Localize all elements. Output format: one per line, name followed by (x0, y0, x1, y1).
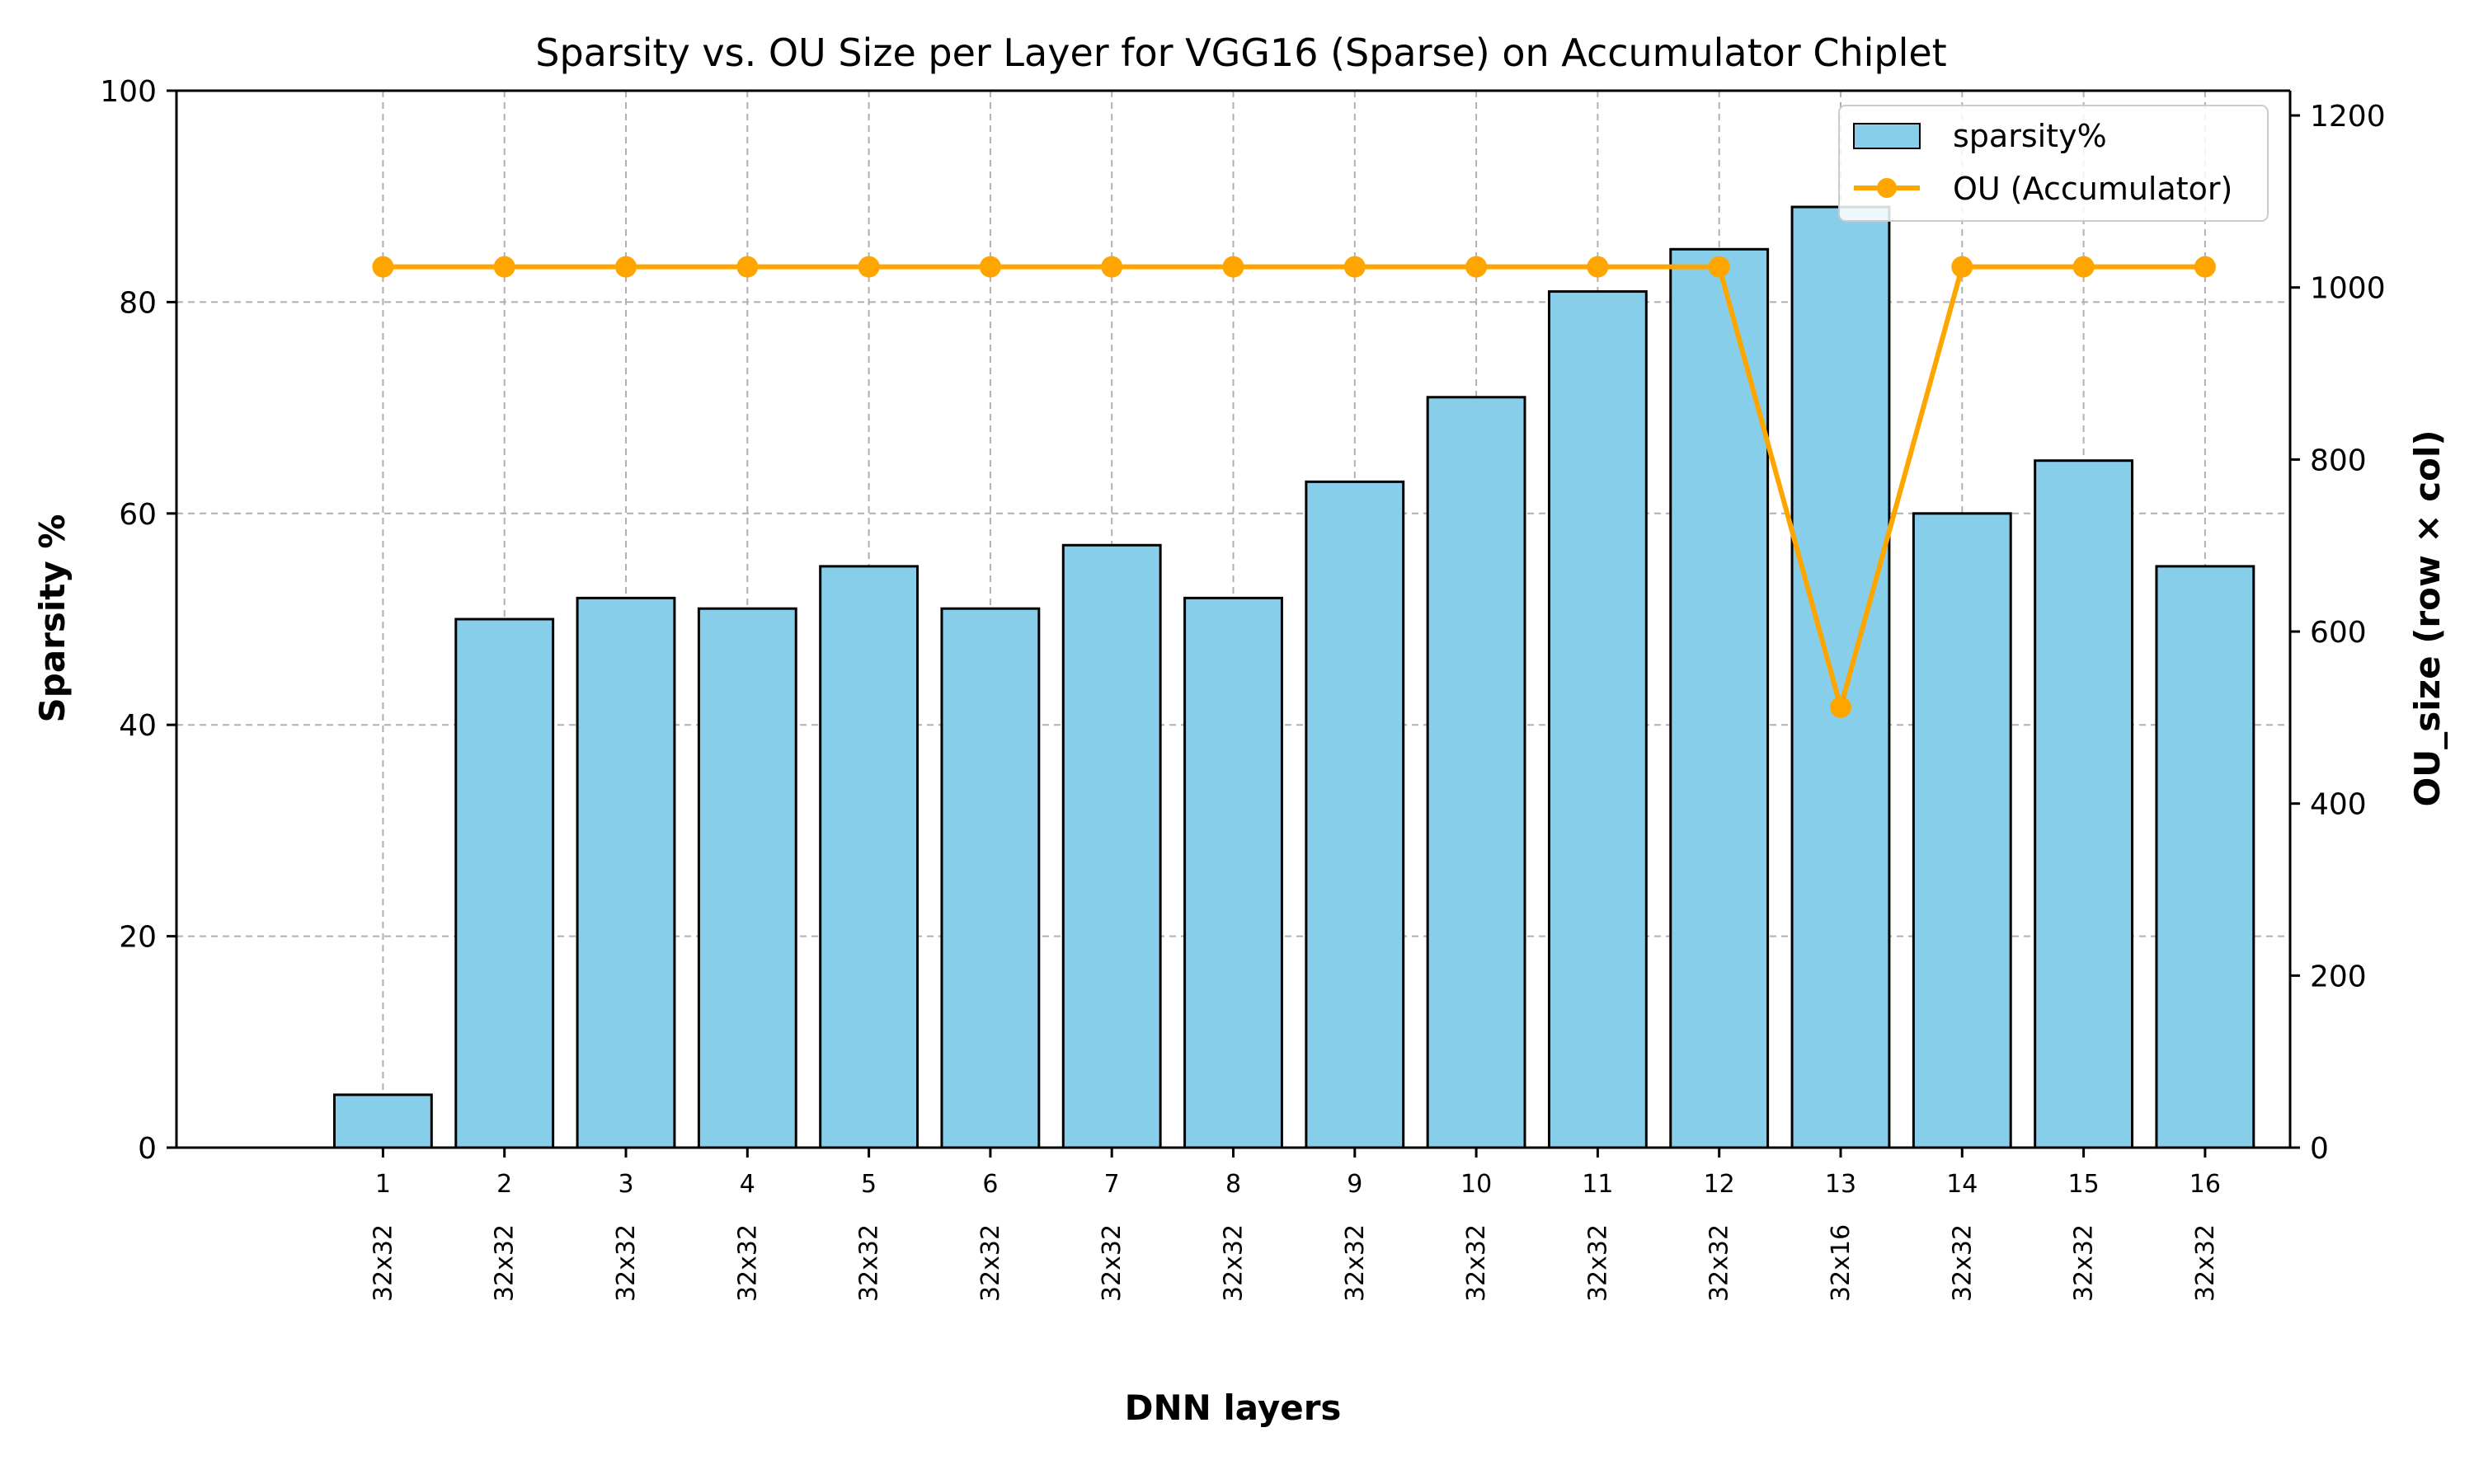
x-tick-label: 11 (1582, 1170, 1613, 1199)
bar (1669, 247, 1770, 1149)
ou-size-label: 32x32 (733, 1224, 762, 1302)
x-tick-label: 10 (1460, 1170, 1492, 1199)
bar (1547, 290, 1648, 1149)
ou-point (1587, 256, 1609, 278)
legend-label-sparsity: sparsity% (1953, 118, 2107, 154)
x-tick-label: 6 (982, 1170, 998, 1199)
ou-point (372, 256, 394, 278)
y2-tick-label: 1000 (2310, 272, 2386, 306)
x-axis-label: DNN layers (1125, 1388, 1342, 1428)
axis-layer: 020406080100020040060080010001200132x322… (100, 75, 2385, 1302)
ou-point (1101, 256, 1123, 278)
bar (1183, 596, 1283, 1149)
bar (1305, 480, 1405, 1149)
y2-tick-label: 0 (2310, 1132, 2329, 1166)
line-layer (372, 256, 2216, 718)
y2-tick-label: 400 (2310, 788, 2367, 822)
legend-swatch-ou-marker (1877, 178, 1897, 198)
legend-label-ou: OU (Accumulator) (1953, 171, 2232, 207)
legend: sparsity% OU (Accumulator) (1838, 105, 2269, 222)
y-tick-label: 40 (119, 709, 157, 743)
ou-point (615, 256, 637, 278)
y-tick-label: 80 (119, 286, 157, 320)
chart-title: Sparsity vs. OU Size per Layer for VGG16… (535, 31, 1946, 75)
x-tick-label: 8 (1225, 1170, 1241, 1199)
x-tick-label: 15 (2067, 1170, 2099, 1199)
y2-tick-label: 600 (2310, 616, 2367, 650)
y-tick-label: 0 (138, 1132, 157, 1166)
ou-size-label: 32x32 (1462, 1224, 1491, 1302)
bar (819, 565, 920, 1149)
legend-swatch-sparsity (1853, 123, 1921, 149)
y2-axis-label: OU_size (row × col) (2407, 430, 2448, 806)
y-tick-label: 100 (100, 75, 157, 109)
ou-point (979, 256, 1001, 278)
ou-size-label: 32x32 (2191, 1224, 2220, 1302)
bar (940, 607, 1041, 1149)
bar (2034, 459, 2134, 1149)
ou-size-label: 32x32 (1220, 1224, 1249, 1302)
x-tick-label: 14 (1946, 1170, 1978, 1199)
ou-size-label: 32x32 (491, 1224, 520, 1302)
ou-size-label: 32x32 (1948, 1224, 1977, 1302)
x-tick-label: 5 (861, 1170, 877, 1199)
x-tick-label: 4 (740, 1170, 755, 1199)
y2-tick-label: 200 (2310, 960, 2367, 993)
bar (454, 618, 555, 1149)
ou-line (383, 264, 2205, 710)
x-tick-label: 9 (1347, 1170, 1362, 1199)
bar (697, 607, 797, 1149)
ou-size-label: 32x32 (1341, 1224, 1370, 1302)
ou-point (1829, 696, 1851, 718)
y2-tick-label: 800 (2310, 444, 2367, 477)
x-tick-label: 16 (2189, 1170, 2221, 1199)
ou-point (1951, 256, 1973, 278)
y-tick-label: 60 (119, 498, 157, 532)
x-tick-label: 7 (1104, 1170, 1120, 1199)
ou-point (1708, 256, 1730, 278)
x-tick-label: 12 (1704, 1170, 1735, 1199)
ou-size-label: 32x32 (976, 1224, 1005, 1302)
bar (576, 596, 676, 1149)
ou-point (1343, 256, 1366, 278)
ou-point (736, 256, 759, 278)
ou-size-label: 32x16 (1827, 1224, 1856, 1302)
legend-frame (1838, 105, 2269, 222)
ou-point (1465, 256, 1488, 278)
ou-size-label: 32x32 (612, 1224, 641, 1302)
x-tick-label: 2 (496, 1170, 512, 1199)
y2-tick-label: 1200 (2310, 100, 2386, 134)
ou-point (2194, 256, 2216, 278)
bar-layer (332, 205, 2255, 1149)
bar (332, 1093, 433, 1149)
ou-size-label: 32x32 (2070, 1224, 2099, 1302)
bar (1061, 543, 1162, 1149)
x-tick-label: 13 (1825, 1170, 1856, 1199)
ou-size-label: 32x32 (369, 1224, 397, 1302)
ou-size-label: 32x32 (1705, 1224, 1734, 1302)
ou-size-label: 32x32 (1583, 1224, 1612, 1302)
bar (1912, 512, 2012, 1149)
ou-size-label: 32x32 (855, 1224, 884, 1302)
x-tick-label: 3 (618, 1170, 633, 1199)
ou-point (493, 256, 515, 278)
ou-point (1222, 256, 1244, 278)
bar (2155, 565, 2255, 1149)
bar (1790, 205, 1891, 1149)
x-tick-label: 1 (375, 1170, 391, 1199)
ou-point (858, 256, 880, 278)
ou-point (2072, 256, 2095, 278)
y-tick-label: 20 (119, 921, 157, 955)
bar (1426, 396, 1526, 1149)
y-axis-label: Sparsity % (32, 514, 73, 723)
ou-size-label: 32x32 (1098, 1224, 1126, 1302)
